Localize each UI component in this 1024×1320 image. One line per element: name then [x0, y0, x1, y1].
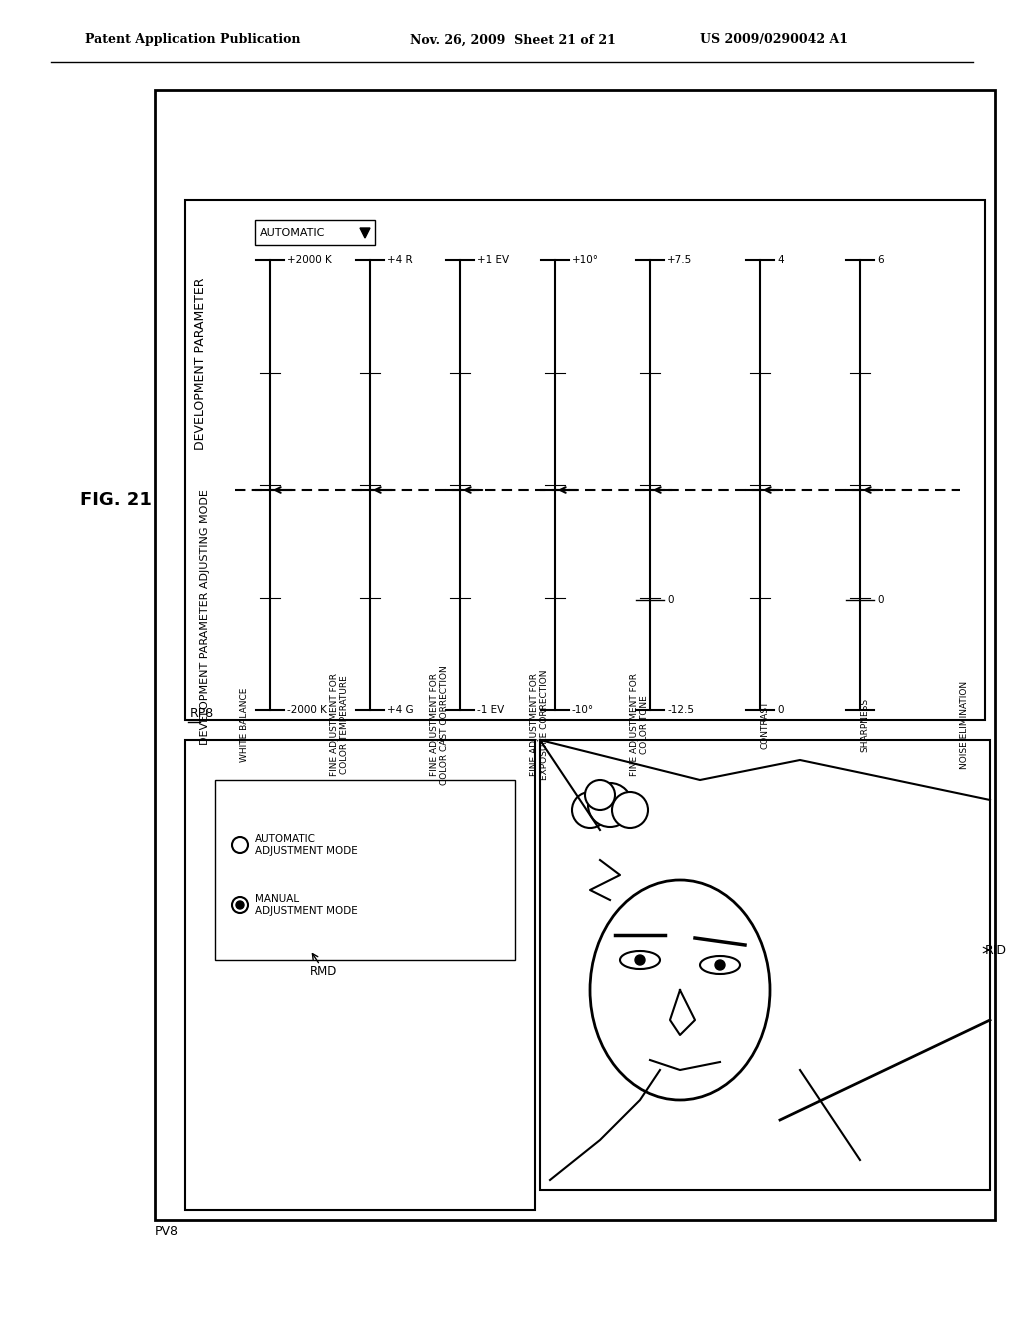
Text: MANUAL
ADJUSTMENT MODE: MANUAL ADJUSTMENT MODE: [255, 894, 357, 916]
Circle shape: [715, 960, 725, 970]
Circle shape: [612, 792, 648, 828]
Text: Nov. 26, 2009  Sheet 21 of 21: Nov. 26, 2009 Sheet 21 of 21: [410, 33, 615, 46]
Text: +7.5: +7.5: [667, 255, 692, 265]
Bar: [185, 201, 985, 719]
Text: FINE ADJUSTMENT FOR
EXPOSURE CORRECTION: FINE ADJUSTMENT FOR EXPOSURE CORRECTION: [530, 669, 550, 780]
Circle shape: [588, 783, 632, 828]
Text: FINE ADJUSTMENT FOR
COLOR CAST CORRECTION: FINE ADJUSTMENT FOR COLOR CAST CORRECTIO…: [430, 665, 450, 785]
Text: +4 G: +4 G: [387, 705, 414, 715]
Bar: [185, 741, 535, 1210]
Text: RID: RID: [985, 944, 1007, 957]
Circle shape: [635, 954, 645, 965]
Text: US 2009/0290042 A1: US 2009/0290042 A1: [700, 33, 848, 46]
Text: +1 EV: +1 EV: [477, 255, 509, 265]
Text: -2000 K: -2000 K: [287, 705, 327, 715]
Text: FINE ADJUSTMENT FOR
COLOR TEMPERATURE: FINE ADJUSTMENT FOR COLOR TEMPERATURE: [330, 673, 349, 776]
Text: RMD: RMD: [310, 965, 337, 978]
Text: 0: 0: [777, 705, 783, 715]
Text: -10°: -10°: [572, 705, 594, 715]
Text: AUTOMATIC
ADJUSTMENT MODE: AUTOMATIC ADJUSTMENT MODE: [255, 834, 357, 855]
Bar: [540, 741, 990, 1191]
Text: AUTOMATIC: AUTOMATIC: [260, 228, 326, 238]
Polygon shape: [360, 228, 370, 238]
Text: DEVELOPMENT PARAMETER ADJUSTING MODE: DEVELOPMENT PARAMETER ADJUSTING MODE: [200, 490, 210, 744]
Text: -1 EV: -1 EV: [477, 705, 504, 715]
Bar: [155, 90, 995, 1220]
Circle shape: [236, 902, 244, 909]
Text: 4: 4: [777, 255, 783, 265]
Text: FIG. 21: FIG. 21: [80, 491, 152, 510]
Text: NOISE ELIMINATION: NOISE ELIMINATION: [961, 681, 969, 770]
Text: +4 R: +4 R: [387, 255, 413, 265]
Text: -12.5: -12.5: [667, 705, 694, 715]
Circle shape: [572, 792, 608, 828]
Text: FINE ADJUSTMENT FOR
COLOR TONE: FINE ADJUSTMENT FOR COLOR TONE: [630, 673, 649, 776]
Circle shape: [585, 780, 615, 810]
Text: 6: 6: [877, 255, 884, 265]
Text: WHITE BALANCE: WHITE BALANCE: [240, 688, 249, 762]
Text: Patent Application Publication: Patent Application Publication: [85, 33, 300, 46]
Text: 0: 0: [877, 595, 884, 605]
Bar: [215, 780, 515, 960]
Text: PV8: PV8: [155, 1225, 179, 1238]
Text: +10°: +10°: [572, 255, 599, 265]
Text: SHARPNESS: SHARPNESS: [860, 698, 869, 752]
Text: 0: 0: [667, 595, 674, 605]
Text: CONTRAST: CONTRAST: [760, 701, 769, 750]
Text: DEVELOPMENT PARAMETER: DEVELOPMENT PARAMETER: [194, 277, 207, 450]
Bar: [255, 220, 375, 246]
Text: +2000 K: +2000 K: [287, 255, 332, 265]
Text: RP8: RP8: [190, 708, 214, 719]
